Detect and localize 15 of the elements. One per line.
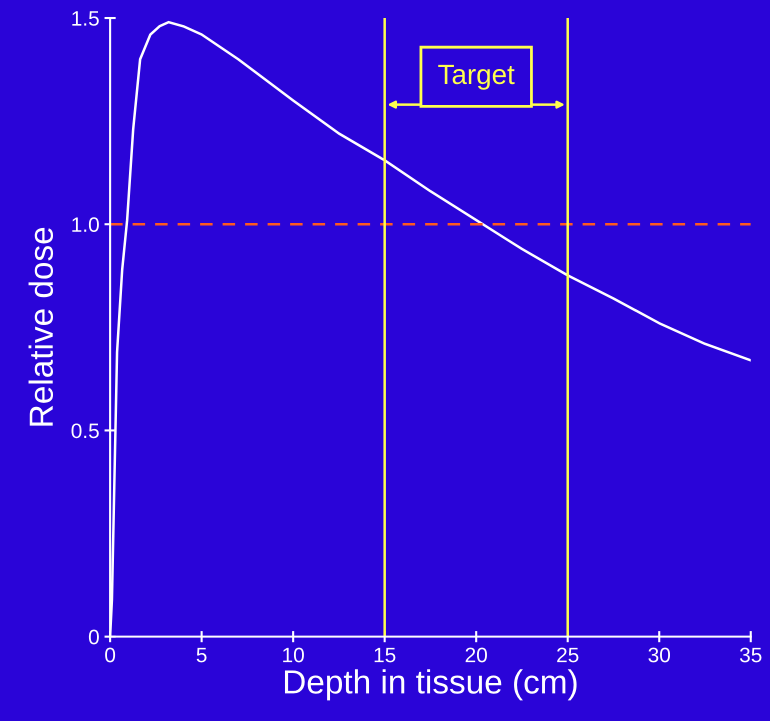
x-axis-title: Depth in tissue (cm)	[284, 669, 577, 700]
x-tick-label: 10	[283, 648, 304, 662]
y-axis-title: Relative dose	[28, 228, 54, 426]
x-tick-label: 0	[105, 648, 116, 662]
annotation: Target	[438, 64, 515, 90]
x-tick-label: 5	[196, 648, 207, 662]
x-tick-label: 20	[466, 648, 487, 662]
x-tick-label: 30	[648, 648, 670, 662]
y-tick-label: 1.5	[72, 11, 99, 26]
y-tick-label: 0.5	[72, 423, 99, 438]
x-tick-label: 15	[374, 648, 396, 662]
x-tick-label: 25	[557, 648, 578, 662]
y-tick-label: 0	[88, 630, 99, 644]
y-tick-label: 1.0	[72, 217, 99, 232]
x-tick-label: 35	[740, 648, 762, 662]
